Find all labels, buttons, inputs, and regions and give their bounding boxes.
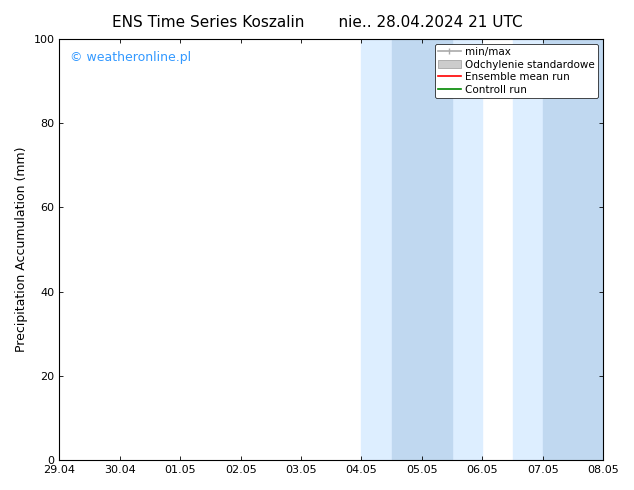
Legend: min/max, Odchylenie standardowe, Ensemble mean run, Controll run: min/max, Odchylenie standardowe, Ensembl… [435,44,598,98]
Bar [392,39,452,460]
Text: ENS Time Series Koszalin       nie.. 28.04.2024 21 UTC: ENS Time Series Koszalin nie.. 28.04.202… [112,15,522,30]
Text: © weatheronline.pl: © weatheronline.pl [70,51,191,64]
Y-axis label: Precipitation Accumulation (mm): Precipitation Accumulation (mm) [15,147,28,352]
Bar [361,39,482,460]
Bar [543,39,603,460]
Bar [512,39,603,460]
